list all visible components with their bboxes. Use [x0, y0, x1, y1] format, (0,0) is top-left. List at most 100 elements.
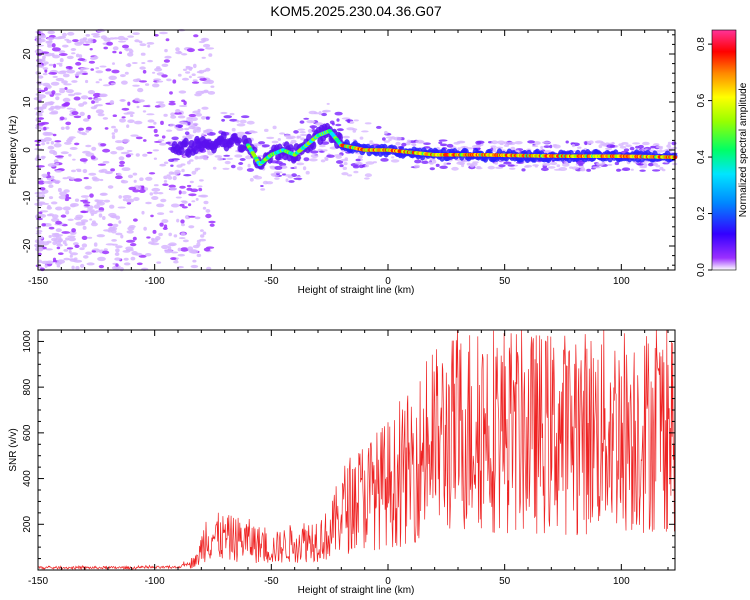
noise-speckle	[156, 203, 165, 208]
noise-speckle	[274, 165, 283, 170]
noise-speckle	[130, 134, 139, 137]
noise-speckle	[112, 37, 119, 40]
noise-speckle	[66, 69, 76, 74]
noise-speckle	[178, 190, 182, 195]
noise-speckle	[199, 77, 207, 81]
noise-speckle	[54, 232, 60, 238]
noise-speckle	[75, 53, 80, 58]
noise-speckle	[197, 108, 201, 112]
noise-speckle	[109, 204, 115, 209]
noise-speckle	[376, 125, 382, 129]
noise-speckle	[510, 146, 516, 151]
noise-speckle	[145, 201, 152, 205]
noise-speckle	[201, 106, 209, 110]
noise-speckle	[41, 260, 50, 265]
noise-speckle	[52, 241, 57, 246]
noise-speckle	[138, 40, 143, 44]
noise-speckle	[38, 211, 43, 215]
noise-speckle	[40, 210, 49, 213]
noise-speckle	[102, 160, 110, 164]
noise-speckle	[123, 112, 131, 115]
noise-speckle	[658, 147, 663, 150]
noise-speckle	[364, 122, 372, 125]
noise-speckle	[181, 99, 186, 103]
noise-speckle	[83, 177, 89, 180]
noise-speckle	[80, 263, 85, 268]
noise-speckle	[169, 123, 176, 127]
noise-speckle	[142, 110, 147, 113]
noise-speckle	[46, 171, 51, 176]
noise-speckle	[208, 220, 216, 224]
noise-speckle	[236, 120, 240, 123]
snr-y-ticks: 200 400 600 800 1000	[22, 329, 675, 560]
noise-speckle	[90, 106, 97, 110]
noise-speckle	[193, 34, 199, 38]
noise-speckle	[266, 136, 275, 140]
noise-speckle	[297, 128, 306, 131]
noise-speckle	[260, 188, 266, 191]
colorbar-tick-label: 0.8	[696, 37, 707, 51]
noise-speckle	[152, 229, 157, 234]
noise-speckle	[285, 178, 289, 183]
noise-speckle	[102, 84, 111, 87]
noise-speckle	[99, 65, 107, 68]
noise-speckle	[239, 119, 247, 124]
noise-speckle	[637, 163, 644, 166]
noise-speckle	[196, 242, 201, 247]
noise-speckle	[126, 239, 135, 243]
noise-speckle	[41, 142, 46, 146]
noise-speckle	[321, 112, 327, 117]
noise-speckle	[194, 216, 201, 220]
noise-speckle	[507, 164, 515, 167]
noise-speckle	[221, 118, 226, 122]
noise-speckle	[146, 151, 153, 154]
noise-speckle	[456, 161, 465, 165]
noise-speckle	[414, 159, 422, 164]
noise-speckle	[212, 166, 217, 170]
noise-speckle	[111, 239, 117, 242]
noise-speckle	[208, 53, 213, 57]
noise-speckle	[166, 174, 171, 177]
noise-speckle	[145, 83, 150, 86]
noise-speckle	[476, 165, 482, 169]
noise-speckle	[71, 111, 79, 116]
noise-speckle	[65, 237, 70, 241]
noise-speckle	[130, 114, 134, 117]
noise-speckle	[39, 267, 45, 272]
noise-speckle	[491, 140, 499, 145]
noise-speckle	[185, 71, 191, 74]
noise-speckle	[59, 116, 65, 121]
noise-speckle	[616, 168, 621, 172]
noise-speckle	[184, 214, 191, 220]
noise-speckle	[160, 120, 164, 125]
noise-speckle	[172, 175, 177, 181]
noise-speckle	[353, 119, 359, 122]
noise-speckle	[102, 148, 111, 153]
noise-speckle	[153, 157, 157, 160]
noise-speckle	[162, 183, 169, 186]
noise-speckle	[226, 157, 234, 160]
noise-speckle	[134, 39, 140, 43]
noise-speckle	[186, 184, 192, 188]
noise-speckle	[322, 110, 328, 113]
noise-speckle	[123, 48, 133, 51]
noise-speckle	[73, 178, 83, 182]
noise-speckle	[352, 130, 357, 133]
noise-speckle	[61, 231, 70, 234]
noise-speckle	[80, 95, 89, 100]
noise-speckle	[648, 162, 654, 167]
noise-speckle	[61, 80, 68, 84]
noise-speckle	[406, 139, 411, 144]
noise-speckle	[58, 252, 64, 255]
spectrogram-y-axis-label: Frequency (Hz)	[8, 116, 19, 185]
noise-speckle	[181, 223, 185, 227]
noise-speckle	[388, 138, 392, 142]
noise-speckle	[88, 60, 95, 64]
noise-speckle	[181, 53, 188, 56]
noise-speckle	[82, 225, 87, 230]
noise-speckle	[93, 204, 100, 209]
noise-speckle	[87, 114, 91, 120]
noise-speckle	[288, 180, 295, 183]
noise-speckle	[207, 91, 216, 95]
noise-speckle	[133, 218, 138, 222]
